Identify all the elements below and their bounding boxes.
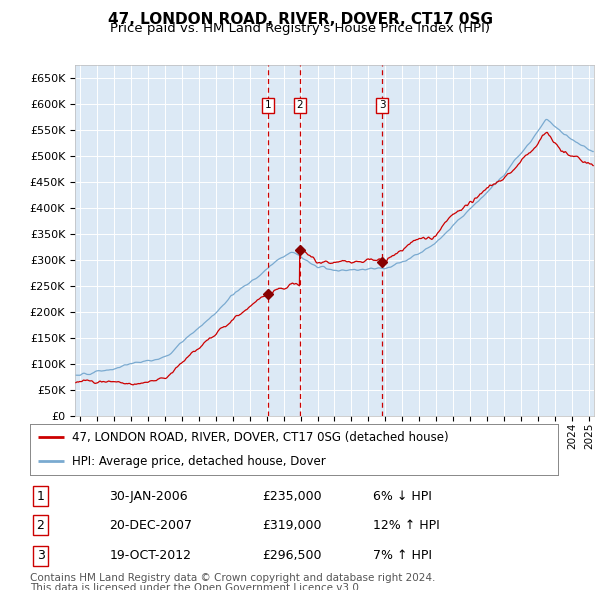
Text: 1: 1: [265, 100, 271, 110]
Text: £296,500: £296,500: [262, 549, 322, 562]
Text: 7% ↑ HPI: 7% ↑ HPI: [373, 549, 432, 562]
Text: 12% ↑ HPI: 12% ↑ HPI: [373, 519, 440, 532]
Text: 3: 3: [379, 100, 385, 110]
Text: 2: 2: [296, 100, 303, 110]
Text: HPI: Average price, detached house, Dover: HPI: Average price, detached house, Dove…: [72, 454, 326, 468]
Text: 19-OCT-2012: 19-OCT-2012: [109, 549, 191, 562]
Text: 1: 1: [37, 490, 44, 503]
Text: Contains HM Land Registry data © Crown copyright and database right 2024.: Contains HM Land Registry data © Crown c…: [30, 573, 436, 584]
Text: This data is licensed under the Open Government Licence v3.0.: This data is licensed under the Open Gov…: [30, 583, 362, 590]
Text: 47, LONDON ROAD, RIVER, DOVER, CT17 0SG (detached house): 47, LONDON ROAD, RIVER, DOVER, CT17 0SG …: [72, 431, 449, 444]
Text: 3: 3: [37, 549, 44, 562]
Text: 20-DEC-2007: 20-DEC-2007: [109, 519, 192, 532]
Text: 6% ↓ HPI: 6% ↓ HPI: [373, 490, 432, 503]
Text: Price paid vs. HM Land Registry's House Price Index (HPI): Price paid vs. HM Land Registry's House …: [110, 22, 490, 35]
Text: £235,000: £235,000: [262, 490, 322, 503]
Text: 2: 2: [37, 519, 44, 532]
Text: £319,000: £319,000: [262, 519, 322, 532]
Text: 30-JAN-2006: 30-JAN-2006: [109, 490, 188, 503]
Text: 47, LONDON ROAD, RIVER, DOVER, CT17 0SG: 47, LONDON ROAD, RIVER, DOVER, CT17 0SG: [107, 12, 493, 27]
